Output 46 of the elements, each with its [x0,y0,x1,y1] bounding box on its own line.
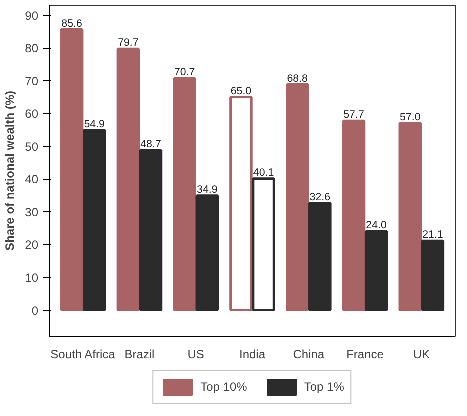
y-tick-label: 40 [25,172,39,187]
y-tick-label: 20 [25,238,39,252]
data-label: 65.0 [230,85,252,98]
y-tick-label: 50 [25,140,39,154]
x-tick-label: France [346,348,384,362]
data-label: 54.9 [84,118,106,130]
data-label: 68.8 [287,72,308,85]
bar [286,84,310,312]
y-tick-label: 90 [25,8,39,23]
bar [60,28,84,312]
bar [398,122,422,312]
x-tick-label: South Africa [50,348,116,362]
bar [173,77,196,312]
data-label: 24.0 [366,220,387,232]
data-label: 57.7 [344,109,364,122]
bar [116,48,140,312]
data-label: 21.1 [422,229,444,242]
legend-label: Top 1% [304,380,344,394]
legend-label: Top 10% [200,380,248,394]
data-label: 85.6 [62,18,82,30]
x-tick-label: India [239,348,266,362]
bar [364,230,388,312]
data-label: 34.9 [197,184,218,196]
y-tick-label: 80 [25,42,39,56]
x-tick-label: Brazil [124,348,155,362]
y-tick-label: 60 [25,107,39,122]
bar [342,120,366,312]
y-tick-label: 70 [25,74,39,88]
y-axis-title: Share of national wealth (%) [3,90,18,252]
bar [308,202,332,312]
data-label: 48.7 [140,138,162,151]
data-label: 70.7 [174,66,196,79]
bar [82,129,106,312]
x-tick-label: US [188,348,204,362]
data-label: 32.6 [310,191,331,204]
bar [421,240,445,312]
x-tick-label: China [293,348,325,362]
bar [139,149,163,312]
y-tick-label: 30 [25,205,39,220]
y-tick-label: 10 [25,271,39,286]
data-label: 79.7 [118,37,139,50]
y-tick-label: 0 [32,304,39,318]
data-label: 57.0 [400,111,421,124]
data-label: 40.1 [253,166,274,179]
bar [196,194,220,312]
x-tick-label: UK [413,348,430,362]
